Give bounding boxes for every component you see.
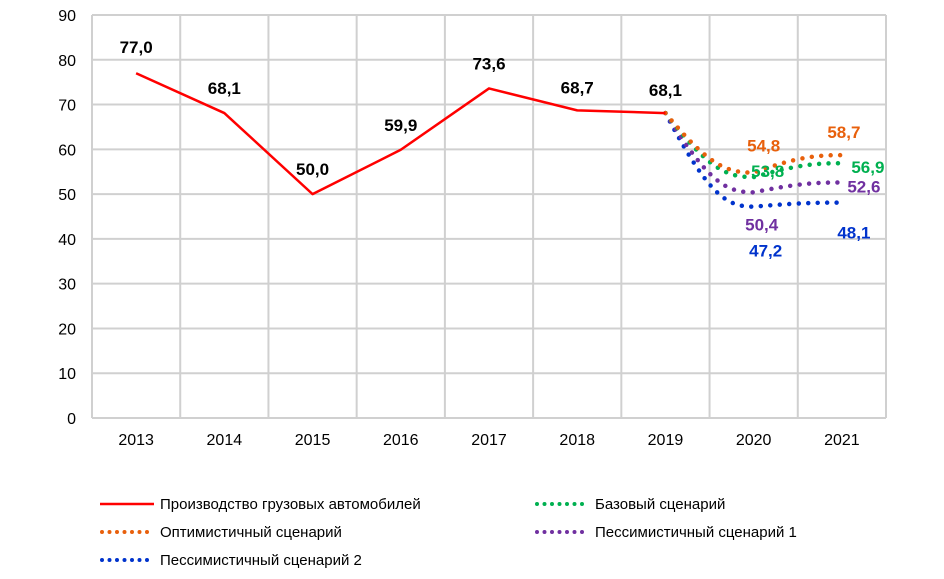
series-line-3 [663, 110, 845, 195]
legend-label: Базовый сценарий [595, 496, 725, 513]
data-label: 73,6 [472, 54, 505, 73]
data-label: 47,2 [749, 242, 782, 261]
y-tick-label: 10 [58, 366, 76, 383]
x-tick-label: 2019 [648, 432, 684, 449]
y-tick-label: 40 [58, 232, 76, 249]
data-label: 53,8 [751, 162, 784, 181]
y-tick-label: 0 [67, 411, 76, 428]
data-label: 48,1 [837, 224, 870, 243]
legend-item: Базовый сценарий [535, 496, 725, 513]
data-label: 68,7 [561, 78, 594, 97]
y-tick-label: 80 [58, 53, 76, 70]
x-tick-label: 2021 [824, 432, 860, 449]
legend-item: Пессимистичный сценарий 1 [535, 524, 797, 541]
y-tick-label: 60 [58, 142, 76, 159]
data-label: 50,4 [745, 215, 779, 234]
y-tick-label: 50 [58, 187, 76, 204]
data-label: 59,9 [384, 116, 417, 135]
series-line-4 [663, 110, 845, 209]
y-tick-label: 30 [58, 277, 76, 294]
x-tick-label: 2014 [207, 432, 243, 449]
data-label: 58,7 [827, 123, 860, 142]
y-tick-label: 90 [58, 8, 76, 25]
data-label: 68,1 [649, 81, 682, 100]
legend-label: Производство грузовых автомобилей [160, 496, 421, 513]
x-tick-label: 2020 [736, 432, 772, 449]
legend-label: Пессимистичный сценарий 2 [160, 552, 362, 569]
data-label: 77,0 [120, 38, 153, 57]
legend-label: Пессимистичный сценарий 1 [595, 524, 797, 541]
x-tick-label: 2013 [118, 432, 154, 449]
data-label: 50,0 [296, 160, 329, 179]
x-tick-label: 2016 [383, 432, 419, 449]
legend-item: Производство грузовых автомобилей [100, 496, 421, 513]
legend-item: Пессимистичный сценарий 2 [100, 552, 362, 569]
y-tick-label: 70 [58, 98, 76, 115]
series-line-1 [663, 110, 845, 180]
data-label: 68,1 [208, 79, 241, 98]
x-tick-label: 2015 [295, 432, 331, 449]
x-tick-label: 2018 [559, 432, 595, 449]
data-label: 56,9 [851, 158, 884, 177]
data-label: 54,8 [747, 137, 780, 156]
legend-label: Оптимистичный сценарий [160, 524, 342, 541]
data-label: 52,6 [847, 177, 880, 196]
series-line-2 [663, 110, 845, 175]
legend-item: Оптимистичный сценарий [100, 524, 342, 541]
y-tick-label: 20 [58, 321, 76, 338]
series-line-0 [135, 72, 666, 196]
x-tick-label: 2017 [471, 432, 507, 449]
